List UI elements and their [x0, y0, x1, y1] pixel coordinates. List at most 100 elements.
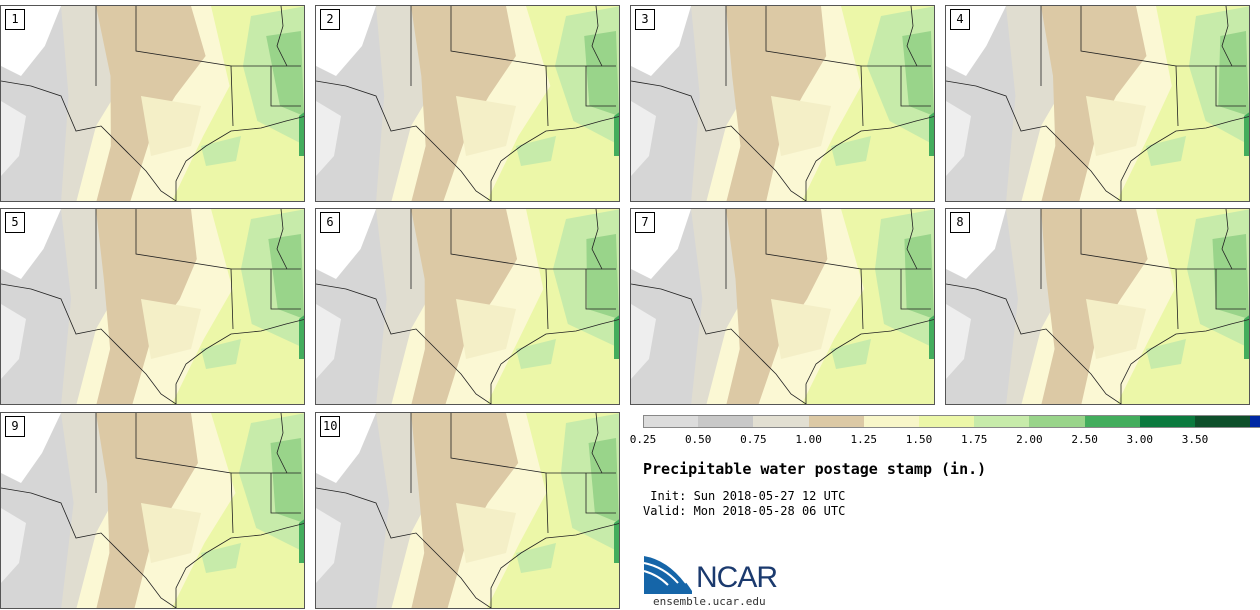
river-border — [276, 6, 288, 67]
humid-region — [1146, 339, 1186, 369]
very-dry-region — [1, 304, 26, 379]
panel-number: 4 — [950, 9, 970, 30]
river-border — [345, 288, 492, 404]
coastline — [1120, 319, 1249, 404]
river-border — [975, 288, 1122, 404]
state-border — [1, 80, 32, 87]
legend-swatch — [808, 415, 865, 428]
state-border — [316, 80, 347, 87]
state-border — [450, 413, 549, 534]
panel-2: 2 — [315, 5, 620, 202]
very-dry-region — [631, 101, 656, 176]
map-8 — [946, 209, 1249, 404]
river-border — [591, 6, 603, 67]
moist-region — [456, 299, 516, 359]
map-4 — [946, 6, 1249, 201]
humid-region — [1146, 136, 1186, 166]
state-border — [631, 283, 662, 290]
panel-10: 10 — [315, 412, 620, 609]
very-dry-region — [316, 101, 341, 176]
very-dry-region — [1, 101, 26, 176]
very-dry-region — [946, 304, 971, 379]
legend-swatch — [1195, 415, 1251, 428]
legend-tick-label: 0.50 — [684, 433, 712, 446]
state-border — [900, 66, 931, 107]
very-dry-region — [316, 508, 341, 583]
legend-swatch — [1029, 415, 1086, 428]
panel-5: 5 — [0, 208, 305, 405]
river-border — [906, 209, 918, 270]
ncar-logo-icon — [643, 554, 692, 594]
river-border — [975, 85, 1122, 201]
state-border — [270, 66, 301, 107]
panel-3: 3 — [630, 5, 935, 202]
moist-region — [771, 96, 831, 156]
legend-swatch — [1250, 415, 1260, 428]
state-border — [585, 269, 616, 310]
state-border — [1, 283, 32, 290]
state-border — [270, 473, 301, 514]
river-border — [660, 288, 807, 404]
very-humid-region — [904, 234, 934, 319]
river-border — [345, 492, 492, 608]
coastline — [805, 319, 934, 404]
legend-tick-label: 1.00 — [795, 433, 822, 446]
panel-7: 7 — [630, 208, 935, 405]
panel-number: 2 — [320, 9, 340, 30]
legend-tick-label: 0.75 — [740, 433, 767, 446]
wettest-region — [614, 112, 619, 156]
moist-region — [456, 503, 516, 563]
humid-region — [516, 339, 556, 369]
state-border — [135, 413, 234, 534]
legend-tick-label: 3.00 — [1126, 433, 1154, 446]
humid-region — [516, 136, 556, 166]
wettest-region — [1244, 112, 1249, 156]
state-border — [946, 80, 977, 87]
river-border — [591, 209, 603, 270]
wettest-region — [299, 112, 304, 156]
map-6 — [316, 209, 619, 404]
init-time: Init: Sun 2018-05-27 12 UTC — [643, 489, 846, 503]
wettest-region — [614, 519, 619, 563]
legend-swatch — [643, 415, 699, 428]
state-border — [135, 209, 234, 330]
very-dry-region — [946, 101, 971, 176]
very-dry-region — [1, 508, 26, 583]
wettest-region — [299, 315, 304, 359]
panel-number: 10 — [320, 416, 341, 437]
very-humid-region — [266, 31, 304, 116]
state-border — [631, 80, 662, 87]
state-border — [316, 283, 347, 290]
very-dry-region — [631, 304, 656, 379]
humid-region — [201, 136, 241, 166]
very-humid-region — [588, 438, 619, 523]
state-border — [316, 487, 347, 494]
panel-8: 8 — [945, 208, 1250, 405]
river-border — [591, 413, 603, 474]
coastline — [805, 116, 934, 201]
river-border — [1221, 6, 1233, 67]
legend-swatch — [1084, 415, 1141, 428]
state-border — [900, 269, 931, 310]
valid-time: Valid: Mon 2018-05-28 06 UTC — [643, 504, 846, 518]
moist-region — [141, 299, 201, 359]
river-border — [906, 6, 918, 67]
panel-6: 6 — [315, 208, 620, 405]
panel-number: 7 — [635, 212, 655, 233]
logo-name: NCAR — [696, 561, 778, 594]
very-humid-region — [584, 31, 619, 116]
legend-tick-label: 3.50 — [1181, 433, 1209, 446]
coastline — [490, 523, 619, 608]
legend-frame — [643, 415, 1260, 428]
wettest-region — [1244, 315, 1249, 359]
state-border — [1080, 6, 1179, 127]
very-humid-region — [268, 234, 304, 319]
panel-number: 9 — [5, 416, 25, 437]
very-humid-region — [586, 234, 619, 319]
very-humid-region — [270, 438, 304, 523]
panel-1: 1 — [0, 5, 305, 202]
state-border — [450, 209, 549, 330]
river-border — [30, 492, 177, 608]
panel-number: 3 — [635, 9, 655, 30]
state-border — [585, 473, 616, 514]
